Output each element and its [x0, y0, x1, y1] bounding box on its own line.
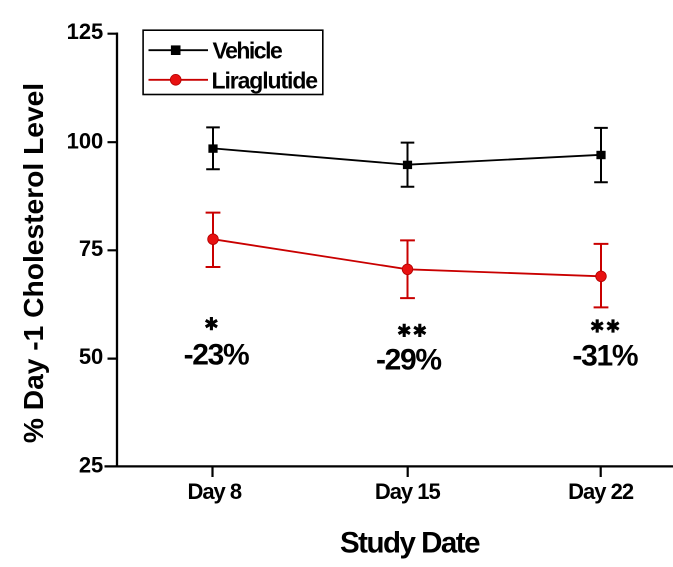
svg-text:25: 25 [79, 452, 103, 477]
svg-text:% Day -1 Cholesterol Level: % Day -1 Cholesterol Level [17, 83, 49, 443]
svg-text:Vehicle: Vehicle [213, 38, 282, 64]
svg-text:-31%: -31% [572, 340, 637, 373]
svg-text:100: 100 [67, 128, 104, 153]
svg-text:75: 75 [79, 236, 103, 261]
svg-text:125: 125 [67, 19, 104, 44]
svg-text:Day 15: Day 15 [375, 479, 441, 504]
svg-text:Day 22: Day 22 [568, 479, 634, 504]
svg-text:-23%: -23% [184, 338, 249, 371]
svg-text:Day 8: Day 8 [187, 479, 241, 504]
svg-text:50: 50 [79, 344, 103, 369]
svg-text:Study Date: Study Date [340, 526, 480, 559]
svg-text:-29%: -29% [376, 343, 441, 376]
svg-text:Liraglutide: Liraglutide [212, 68, 318, 94]
